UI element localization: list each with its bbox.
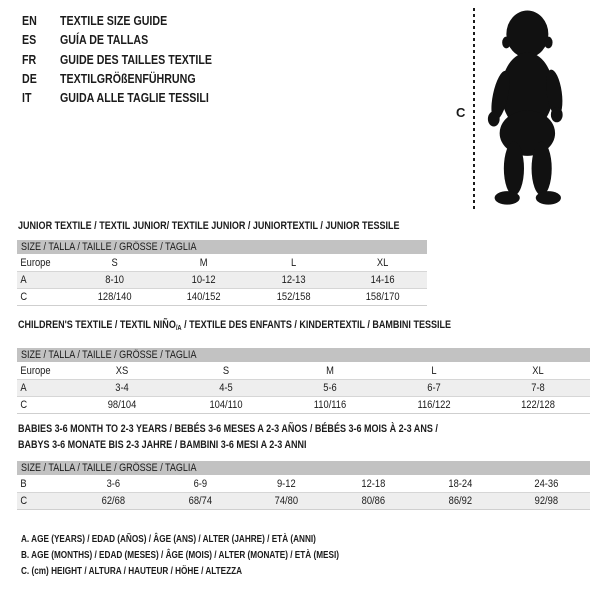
height-measure-label: C [456,105,466,120]
height-cell: 98/104 [107,399,137,411]
language-code: EN [22,13,37,29]
age-cell: 5-6 [323,382,337,394]
height-cell: 92/98 [534,495,559,507]
size-cell: L [290,256,296,269]
row-label: C [20,495,28,507]
size-cell: L [431,364,437,377]
height-measure-line [473,8,475,209]
height-cell: 140/152 [186,291,221,303]
age-cell: 7-8 [531,382,545,394]
guide-title-fr: GUIDE DES TAILLES TEXTILE [60,51,213,67]
language-code: FR [22,51,37,67]
height-cell: 80/86 [361,495,386,507]
age-cell: 12-13 [281,274,306,286]
language-row-de: DE TEXTILGRÖßENFÜHRUNG [22,69,245,88]
row-label: Europe [20,256,51,269]
age-cell: 8-10 [105,274,124,286]
table-row-height: C 128/140 140/152 152/158 158/170 [17,288,427,305]
language-code: ES [22,32,37,48]
age-cell: 3-4 [115,382,129,394]
children-size-table: SIZE / TALLA / TAILLE / GRÖSSE / TAGLIA … [17,348,590,414]
nino-a-subscript: /A [175,325,182,332]
size-cell: XS [115,364,129,377]
height-cell: 86/92 [448,495,472,507]
guide-title-en: TEXTILE SIZE GUIDE [60,13,168,29]
language-row-it: IT GUIDA ALLE TAGLIE TESSILI [22,88,245,107]
table-row-europe: Europe XS S M L XL [17,362,590,379]
height-cell: 152/158 [276,291,311,303]
height-cell: 128/140 [97,291,132,303]
height-cell: 104/110 [209,399,243,411]
row-label: A [20,274,27,286]
row-label: Europe [20,364,51,377]
age-cell: 24-36 [534,477,559,490]
language-row-en: EN TEXTILE SIZE GUIDE [22,11,245,30]
table-row-europe: Europe S M L XL [17,254,427,271]
row-label: B [20,477,27,490]
language-header: EN TEXTILE SIZE GUIDE ES GUÍA DE TALLAS … [22,11,245,107]
age-cell: 3-6 [106,477,121,490]
age-cell: 4-5 [219,382,233,394]
size-header-label: SIZE / TALLA / TAILLE / GRÖSSE / TAGLIA [21,241,197,253]
size-cell: XL [376,256,389,269]
size-cell: M [326,364,334,377]
table-row-height: C 98/104 104/110 110/116 116/122 122/128 [17,396,590,413]
junior-table-title: JUNIOR TEXTILE / TEXTIL JUNIOR/ TEXTILE … [18,220,400,232]
age-cell: 6-7 [427,382,441,394]
size-cell: S [222,364,230,377]
height-cell: 74/80 [274,495,299,507]
babies-table-title: BABIES 3-6 MONTH TO 2-3 YEARS / BEBÉS 3-… [18,423,438,451]
height-cell: 110/116 [313,399,347,411]
table-row-height: C 62/68 68/74 74/80 80/86 86/92 92/98 [17,492,590,509]
children-table-title: CHILDREN'S TEXTILE / TEXTIL NIÑO/A / TEX… [18,319,452,332]
size-header-bar: SIZE / TALLA / TAILLE / GRÖSSE / TAGLIA [17,348,590,362]
row-label: C [20,399,28,411]
height-cell: 122/128 [521,399,555,411]
baby-silhouette-icon [487,10,563,205]
height-cell: 116/122 [417,399,451,411]
table-row-age: A 8-10 10-12 12-13 14-16 [17,271,427,288]
age-cell: 10-12 [191,274,216,286]
junior-size-table: SIZE / TALLA / TAILLE / GRÖSSE / TAGLIA … [17,240,427,306]
height-cell: 62/68 [101,495,126,507]
age-cell: 12-18 [361,477,386,490]
row-label: A [20,382,27,394]
row-label: C [20,291,28,303]
table-row-age: A 3-4 4-5 5-6 6-7 7-8 [17,379,590,396]
size-header-bar: SIZE / TALLA / TAILLE / GRÖSSE / TAGLIA [17,240,427,254]
language-code: IT [22,90,32,106]
age-cell: 9-12 [277,477,297,490]
babies-size-table: SIZE / TALLA / TAILLE / GRÖSSE / TAGLIA … [17,461,590,510]
language-row-es: ES GUÍA DE TALLAS [22,30,245,49]
language-row-fr: FR GUIDE DES TAILLES TEXTILE [22,50,245,69]
guide-title-it: GUIDA ALLE TAGLIE TESSILI [60,90,209,106]
legend-footnotes: A. AGE (YEARS) / EDAD (AÑOS) / ÂGE (ANS)… [21,531,409,579]
size-cell: M [199,256,208,269]
height-cell: 68/74 [188,495,212,507]
guide-title-de: TEXTILGRÖßENFÜHRUNG [60,71,196,87]
language-code: DE [22,71,37,87]
guide-title-es: GUÍA DE TALLAS [60,32,149,48]
age-cell: 6-9 [193,477,207,490]
footnote-height-cm: C. (cm) HEIGHT / ALTURA / HAUTEUR / HÖHE… [21,565,243,577]
footnote-age-years: A. AGE (YEARS) / EDAD (AÑOS) / ÂGE (ANS)… [21,533,316,545]
age-cell: 14-16 [370,274,395,286]
size-header-label: SIZE / TALLA / TAILLE / GRÖSSE / TAGLIA [21,349,197,361]
size-header-bar: SIZE / TALLA / TAILLE / GRÖSSE / TAGLIA [17,461,590,475]
footnote-age-months: B. AGE (MONTHS) / EDAD (MESES) / ÂGE (MO… [21,549,339,561]
height-cell: 158/170 [365,291,400,303]
age-cell: 18-24 [448,477,472,490]
table-row-age-months: B 3-6 6-9 9-12 12-18 18-24 24-36 [17,475,590,492]
size-cell: XL [532,364,544,377]
size-header-label: SIZE / TALLA / TAILLE / GRÖSSE / TAGLIA [21,462,197,474]
size-cell: S [111,256,118,269]
